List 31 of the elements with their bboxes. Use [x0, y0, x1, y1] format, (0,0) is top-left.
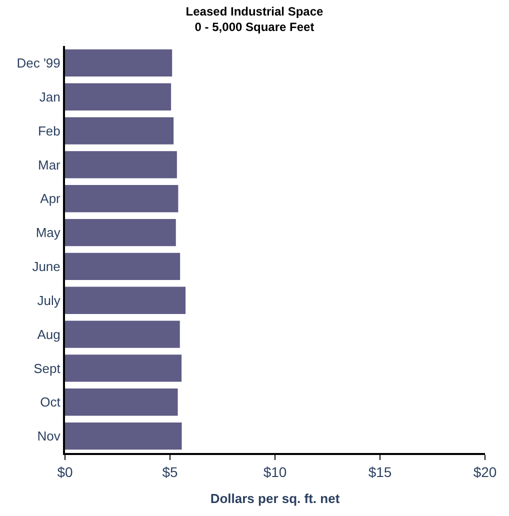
bar	[65, 286, 186, 314]
x-axis-title: Dollars per sq. ft. net	[210, 490, 340, 506]
y-tick-label: Dec '99	[16, 56, 60, 71]
bar	[65, 354, 182, 382]
y-tick-label: July	[37, 292, 61, 308]
bar	[65, 83, 172, 110]
bar	[65, 422, 182, 450]
bar	[65, 388, 178, 416]
y-tick-label: Aug	[37, 326, 60, 342]
y-tick-label: Nov	[37, 428, 61, 444]
y-tick-label: Sept	[34, 360, 61, 376]
y-tick-label: Mar	[38, 157, 62, 172]
bar	[65, 218, 176, 246]
x-tick-label: $0	[57, 464, 73, 480]
y-tick-label: June	[32, 259, 60, 274]
x-tick-label: $15	[368, 464, 392, 480]
bar	[65, 49, 172, 77]
y-tick-label: May	[36, 225, 61, 240]
y-tick-label: Apr	[40, 191, 62, 206]
bar	[65, 151, 177, 178]
y-tick-label: Feb	[38, 123, 60, 138]
chart-title: Leased Industrial Space 0 - 5,000 Square Feet	[186, 4, 324, 34]
x-tick-label: $5	[162, 464, 178, 480]
bar	[65, 185, 178, 212]
bar	[65, 117, 174, 144]
y-tick-label: Jan	[39, 89, 60, 104]
bar	[65, 252, 180, 280]
bar	[65, 320, 180, 348]
x-tick-label: $10	[263, 464, 287, 480]
y-tick-label: Oct	[40, 394, 61, 410]
x-tick-label: $20	[473, 464, 497, 480]
